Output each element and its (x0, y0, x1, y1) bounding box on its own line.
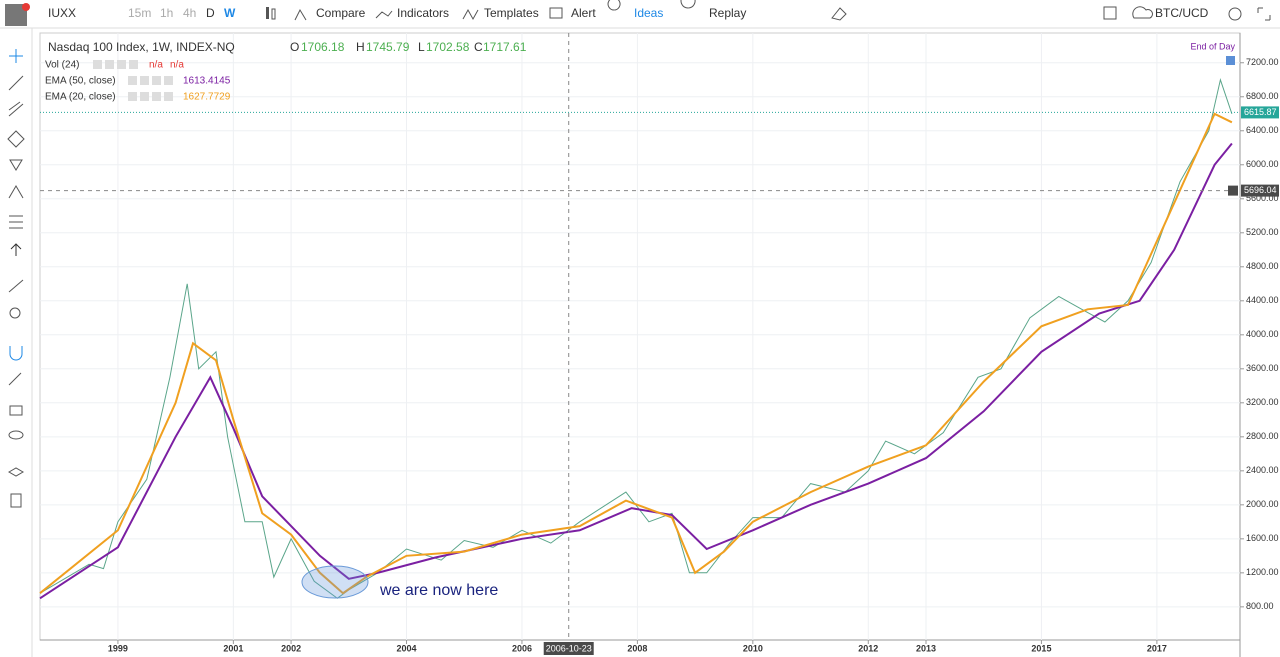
x-tick-label: 2017 (1147, 643, 1167, 653)
y-tick-label: 800.00 (1246, 601, 1274, 611)
series-line (39, 112, 1233, 595)
interval[interactable]: 1h (160, 6, 173, 20)
crosshair-price-box (1241, 184, 1279, 197)
y-tick-label: 7200.00 (1246, 57, 1279, 67)
interval[interactable]: 15m (128, 6, 151, 20)
ohlc-value: 1706.18 (301, 40, 345, 54)
y-tick-label: 5200.00 (1246, 227, 1279, 237)
toolbar-button[interactable]: Ideas (634, 6, 663, 20)
toolbar-button[interactable]: Replay (709, 6, 746, 20)
annotation: we are now here (379, 582, 498, 599)
ohlc-value: 1717.61 (483, 40, 527, 54)
last-price-box (1241, 106, 1279, 119)
y-tick-label: 1200.00 (1246, 567, 1279, 577)
x-tick-label: 2015 (1031, 643, 1051, 653)
x-tick-label: 2012 (858, 643, 878, 653)
crosshair-plus (1228, 185, 1238, 196)
ohlc-label: O (290, 40, 299, 54)
sidebar-tools[interactable] (7, 49, 25, 508)
interval[interactable]: W (224, 6, 236, 20)
ohlc-value: 1702.58 (426, 40, 470, 54)
legend-buttons[interactable] (93, 60, 173, 101)
badge (22, 3, 30, 11)
pair[interactable]: BTC/UCD (1155, 6, 1209, 20)
y-tick-label: 5600.00 (1246, 193, 1279, 203)
legend-title: Nasdaq 100 Index, 1W, INDEX-NQ (48, 40, 235, 54)
toolbar-button[interactable]: Indicators (397, 6, 449, 20)
y-tick-label: 6000.00 (1246, 159, 1279, 169)
y-tick-label: 6400.00 (1246, 125, 1279, 135)
crosshair-price-label: 5696.04 (1244, 185, 1277, 195)
legend-ema: EMA (20, close) (45, 92, 116, 103)
crosshair-date-box (543, 642, 594, 655)
last-price-label: 6615.87 (1244, 107, 1277, 117)
candles-icon (271, 8, 276, 20)
interval[interactable]: 4h (183, 6, 196, 20)
toolbar-button[interactable]: Compare (316, 6, 366, 20)
legend-vol-value: n/a (170, 60, 184, 71)
interval[interactable]: D (206, 6, 215, 20)
y-tick-label: 2400.00 (1246, 465, 1279, 475)
y-tick-label: 3600.00 (1246, 363, 1279, 373)
x-tick-label: 1999 (108, 643, 128, 653)
grid (40, 33, 1240, 640)
x-tick-label: 2002 (281, 643, 301, 653)
annotation-ellipse (301, 565, 369, 599)
legend-vol: Vol (24) (45, 60, 79, 71)
y-tick-label: 6800.00 (1246, 91, 1279, 101)
legend-ema-value: 1613.4145 (183, 76, 231, 87)
ohlc-label: H (356, 40, 365, 54)
x-tick-label: 2010 (743, 643, 763, 653)
x-tick-label: 2004 (397, 643, 417, 653)
y-tick-label: 4000.00 (1246, 329, 1279, 339)
y-tick-label: 4800.00 (1246, 261, 1279, 271)
y-tick-label: 1600.00 (1246, 533, 1279, 543)
y-tick-label: 2000.00 (1246, 499, 1279, 509)
settings-icon[interactable] (1228, 7, 1242, 21)
ohlc-value: 1745.79 (366, 40, 410, 54)
fullscreen-icon[interactable] (1257, 7, 1271, 21)
avatar[interactable] (5, 4, 27, 26)
candles-icon[interactable] (266, 7, 269, 19)
ohlc-label: C (474, 40, 483, 54)
symbol[interactable]: IUXX (48, 6, 76, 20)
legend-ema: EMA (50, close) (45, 76, 116, 87)
toolbar (0, 0, 1280, 28)
x-tick-label: 2008 (627, 643, 647, 653)
end-of-day: End of Day (1190, 41, 1235, 51)
series-line (39, 77, 1233, 599)
plot (39, 33, 1240, 640)
toolbar-button[interactable]: Alert (571, 6, 596, 20)
toolbar-button[interactable]: Templates (484, 6, 539, 20)
y-tick-label: 2800.00 (1246, 431, 1279, 441)
x-tick-label: 2001 (223, 643, 243, 653)
toolbar-icons (294, 0, 1153, 21)
y-tick-label: 3200.00 (1246, 397, 1279, 407)
info-icon[interactable] (1226, 56, 1235, 65)
crosshair-date-label: 2006-10-23 (546, 643, 592, 653)
legend-ema-value: 1627.7729 (183, 92, 231, 103)
y-tick-label: 4400.00 (1246, 295, 1279, 305)
x-tick-label: 2013 (916, 643, 936, 653)
x-tick-label: 2006 (512, 643, 532, 653)
ohlc-label: L (418, 40, 425, 54)
legend-vol-value: n/a (149, 60, 163, 71)
